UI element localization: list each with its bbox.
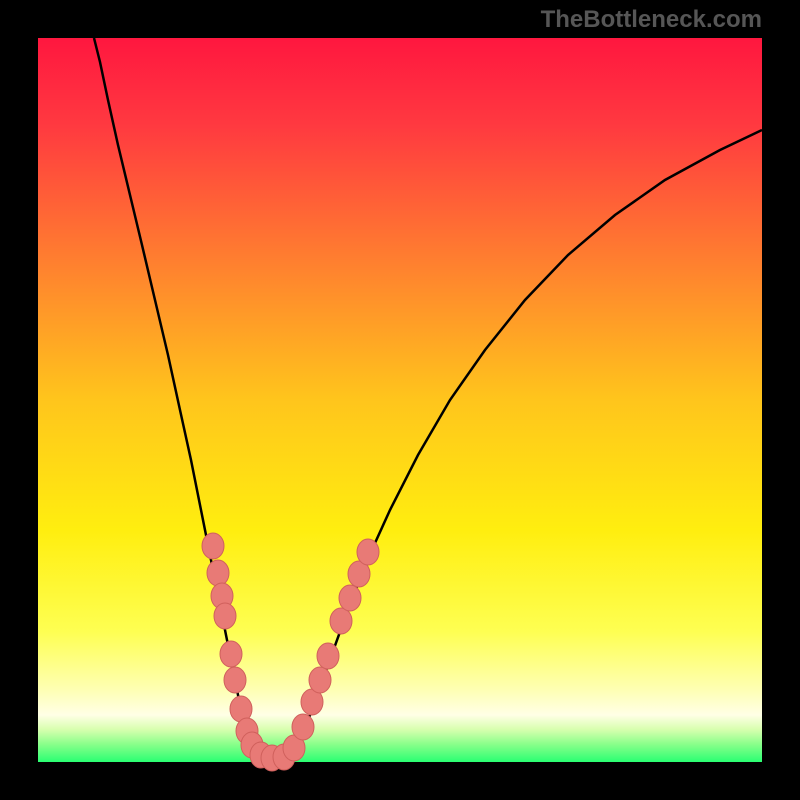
left-marker [207, 560, 229, 586]
right-marker [317, 643, 339, 669]
left-marker [220, 641, 242, 667]
right-marker [309, 667, 331, 693]
right-curve [285, 130, 762, 760]
right-marker [339, 585, 361, 611]
right-marker [357, 539, 379, 565]
left-marker [202, 533, 224, 559]
right-marker [330, 608, 352, 634]
left-marker [214, 603, 236, 629]
watermark-text: TheBottleneck.com [541, 6, 762, 34]
curve-overlay [0, 0, 800, 800]
right-marker [292, 714, 314, 740]
chart-container: TheBottleneck.com [0, 0, 800, 800]
left-marker [224, 667, 246, 693]
